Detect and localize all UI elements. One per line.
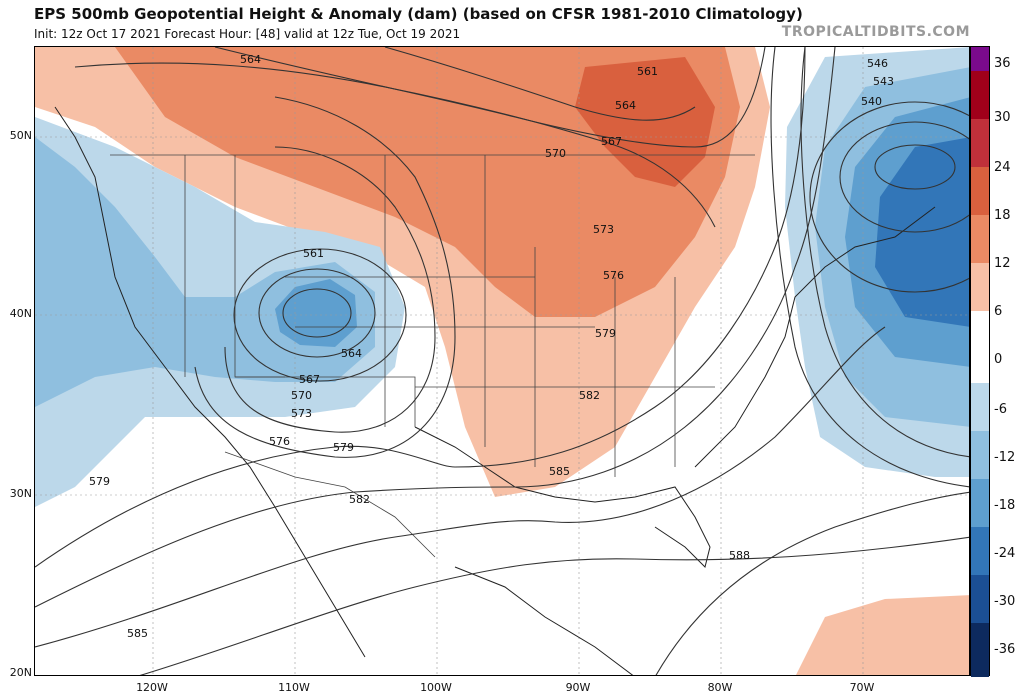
colorbar-seg [971, 383, 989, 431]
colorbar-label: 12 [994, 256, 1011, 271]
lon-label: 70W [849, 681, 875, 694]
contour-label: 582 [579, 389, 600, 402]
map-frame: 564 561 564 567 570 573 576 579 582 585 … [34, 46, 970, 676]
colorbar-label: -18 [994, 498, 1016, 513]
contour-label: 585 [549, 465, 570, 478]
lon-label: 90W [565, 681, 591, 694]
colorbar-seg [971, 167, 989, 215]
contour-label: 564 [615, 99, 636, 112]
contour-label: 567 [299, 373, 320, 386]
colorbar-seg [971, 623, 989, 677]
colorbar-label: 0 [994, 352, 1003, 367]
contour-label: 579 [89, 475, 110, 488]
contour-label: 573 [291, 407, 312, 420]
colorbar-seg [971, 71, 989, 119]
chart-subtitle: Init: 12z Oct 17 2021 Forecast Hour: [48… [34, 27, 461, 41]
lat-label: 20N [9, 666, 32, 679]
contour-label: 564 [341, 347, 362, 360]
contour-label: 570 [545, 147, 566, 160]
contour-label: 579 [333, 441, 354, 454]
contour-label: 582 [349, 493, 370, 506]
map-svg: 564 561 564 567 570 573 576 579 582 585 … [35, 47, 969, 675]
anomaly-positive-caribbean [796, 595, 969, 675]
colorbar-label: 30 [994, 110, 1011, 125]
anomaly-negative-west-low [275, 279, 357, 347]
header: EPS 500mb Geopotential Height & Anomaly … [0, 0, 1024, 46]
colorbar-seg [971, 263, 989, 311]
colorbar-label: 36 [994, 56, 1011, 71]
colorbar-seg [971, 215, 989, 263]
lon-label: 80W [707, 681, 733, 694]
lat-label: 50N [9, 129, 32, 142]
colorbar-label: -30 [994, 594, 1016, 609]
colorbar-label: 6 [994, 304, 1003, 319]
colorbar-seg [971, 47, 989, 71]
colorbar-label: -36 [994, 642, 1016, 657]
contour-label: 561 [303, 247, 324, 260]
lon-label: 120W [136, 681, 168, 694]
colorbar-label: -6 [994, 402, 1007, 417]
contour-label: 543 [873, 75, 894, 88]
coastlines [54, 106, 936, 675]
contour-label: 564 [240, 53, 261, 66]
contour-label: 546 [867, 57, 888, 70]
colorbar-seg [971, 527, 989, 575]
contour-label: 585 [127, 627, 148, 640]
colorbar-seg [971, 311, 989, 383]
anomaly-positive-strong [575, 57, 715, 187]
contour-label: 561 [637, 65, 658, 78]
contour-label: 570 [291, 389, 312, 402]
lon-label: 100W [420, 681, 452, 694]
colorbar-label: -12 [994, 450, 1016, 465]
colorbar-label: 24 [994, 160, 1011, 175]
lon-label: 110W [278, 681, 310, 694]
colorbar-label: -24 [994, 546, 1016, 561]
watermark: TROPICALTIDBITS.COM [781, 24, 970, 40]
contour-label: 588 [729, 549, 750, 562]
colorbar-seg [971, 479, 989, 527]
height-contours [35, 47, 969, 675]
chart-title: EPS 500mb Geopotential Height & Anomaly … [34, 5, 803, 23]
contour-label: 576 [603, 269, 624, 282]
anomaly-negative-west-medium [35, 137, 375, 407]
contour-label: 573 [593, 223, 614, 236]
lat-label: 30N [9, 487, 32, 500]
colorbar [970, 46, 990, 677]
lat-lon-grid [35, 47, 969, 675]
contour-label: 567 [601, 135, 622, 148]
contour-label: 579 [595, 327, 616, 340]
colorbar-label: 18 [994, 208, 1011, 223]
colorbar-seg [971, 119, 989, 167]
contour-label: 576 [269, 435, 290, 448]
lat-label: 40N [9, 307, 32, 320]
colorbar-seg [971, 575, 989, 623]
colorbar-seg [971, 431, 989, 479]
contour-label: 540 [861, 95, 882, 108]
